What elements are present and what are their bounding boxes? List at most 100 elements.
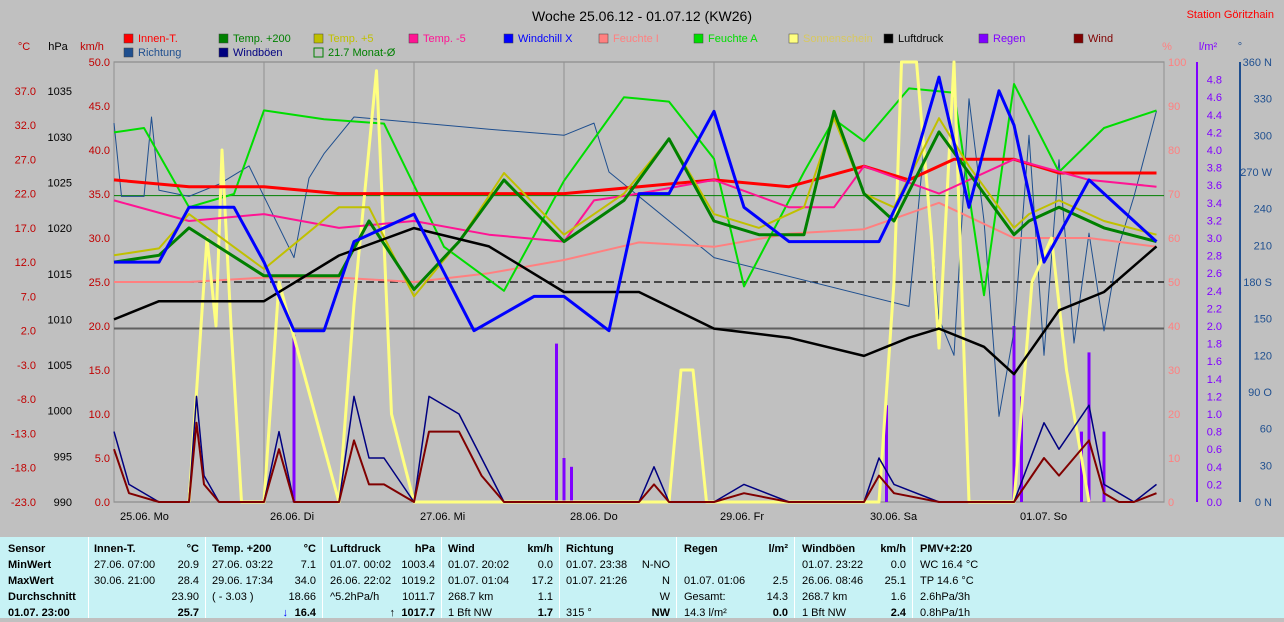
legend-label: Innen-T.: [138, 33, 178, 45]
stats-value: 1.1: [537, 591, 553, 603]
legend-label: 21.7 Monat-Ø: [328, 47, 396, 59]
stats-row-label: Durchschnitt: [8, 591, 76, 603]
legend-label: Sonnenschein: [803, 33, 873, 45]
axis-header: hPa: [48, 41, 68, 53]
x-tick-label: 30.06. Sa: [870, 511, 918, 523]
stats-col-unit: l/m²: [768, 543, 788, 555]
rain-bar: [570, 466, 573, 502]
axis-tick-label: 20: [1168, 409, 1180, 421]
axis-tick-label: 2.4: [1207, 286, 1222, 298]
legend-label: Windchill X: [518, 33, 573, 45]
x-tick-label: 28.06. Do: [570, 511, 618, 523]
axis-tick-label: 32.0: [15, 120, 36, 132]
axis-tick-label: 1.4: [1207, 374, 1222, 386]
legend-swatch: [218, 47, 229, 58]
series-line-windchill-x: [114, 75, 1158, 333]
rain-bar: [1020, 396, 1023, 502]
station-label: Station Göritzhain: [1187, 9, 1274, 21]
stats-value: 1003.4: [401, 559, 435, 571]
axis-tick-label: -18.0: [11, 463, 36, 475]
stats-time: ^5.2hPa/h: [330, 591, 380, 603]
x-tick-label: 01.07. So: [1020, 511, 1067, 523]
axis-tick-label: 60: [1260, 424, 1272, 436]
x-tick-label: 27.06. Mi: [420, 511, 465, 523]
axis-tick-label: 0.8: [1207, 427, 1222, 439]
axis-tick-label: 995: [54, 451, 72, 463]
stats-time: 01.07. 01:04: [448, 575, 510, 587]
axis-tick-label: -13.0: [11, 428, 36, 440]
axis-tick-label: 1010: [48, 314, 72, 326]
axis-tick-label: 5.0: [95, 453, 110, 465]
legend-swatch: [978, 33, 989, 44]
stats-time: ( - 3.03 ): [212, 591, 254, 603]
stats-value: N-NO: [641, 559, 670, 571]
stats-row-label: MinWert: [8, 559, 52, 571]
stats-value: 20.9: [177, 559, 199, 571]
stats-sensor: Sensor MinWert MaxWert Durchschnitt 01.0…: [0, 537, 89, 619]
stats-value: 14.3: [766, 591, 788, 603]
axis-header: km/h: [80, 41, 104, 53]
stats-pmv-value: 0.8hPa/1h: [920, 607, 971, 619]
x-tick-label: 29.06. Fr: [720, 511, 764, 523]
series-line-feuchte-i: [114, 201, 1157, 283]
legend-swatch: [408, 33, 419, 44]
rain-bar: [1102, 431, 1106, 502]
stats-value: NW: [651, 607, 670, 619]
axis-tick-label: 1.2: [1207, 391, 1222, 403]
stats-value: 17.2: [531, 575, 553, 587]
stats-temp: Temp. +200 °C 27.06. 03:22 7.1 29.06. 17:3…: [206, 537, 323, 619]
axis-tick-label: 1025: [48, 177, 72, 189]
legend-swatch: [218, 33, 229, 44]
axis-tick-label: 3.8: [1207, 163, 1222, 175]
axis-tick-label: 22.0: [15, 189, 36, 201]
axis-tick-label: 0.0: [95, 497, 110, 509]
stats-wind: Wind km/h 01.07. 20:02 0.0 01.07. 01:04 17.…: [442, 537, 560, 619]
stats-sensor-title: Sensor: [8, 543, 46, 555]
stats-value: 0.0: [890, 559, 906, 571]
axis-tick-label: 2.2: [1207, 303, 1222, 315]
axis-tick-label: 17.0: [15, 223, 36, 235]
rain-bar: [1087, 352, 1091, 502]
stats-time: Gesamt:: [684, 591, 726, 603]
axis-tick-label: 7.0: [21, 291, 36, 303]
axis-tick-label: 4.6: [1207, 92, 1222, 104]
axis-header: %: [1162, 41, 1172, 53]
axis-tick-label: -23.0: [11, 497, 36, 509]
legend-swatch: [313, 47, 324, 58]
stats-col-title: Windböen: [802, 543, 856, 555]
axis-tick-label: 30.0: [89, 233, 110, 245]
stats-value: 1.7: [537, 607, 553, 619]
axis-tick-label: 35.0: [89, 189, 110, 201]
series-line-wind: [113, 421, 1157, 503]
axis-tick-label: 20.0: [89, 321, 110, 333]
stats-time: 01.07. 21:26: [566, 575, 628, 587]
axis-tick-label: 4.2: [1207, 127, 1222, 139]
axis-tick-label: 0.2: [1207, 479, 1222, 491]
axis-tick-label: -8.0: [17, 394, 36, 406]
weather-chart: Woche 25.06.12 - 01.07.12 (KW26) Station…: [11, 8, 1274, 523]
axis-tick-label: 4.0: [1207, 145, 1222, 157]
axis-tick-label: 0 N: [1255, 497, 1272, 509]
stats-value: 2.4: [890, 607, 906, 619]
stats-value: 7.1: [300, 559, 316, 571]
stats-time: 14.3 l/m²: [684, 607, 727, 619]
stats-col-title: Luftdruck: [330, 543, 381, 555]
axis-tick-label: 1030: [48, 132, 72, 144]
legend-label: Luftdruck: [898, 33, 944, 45]
axis-tick-label: 210: [1254, 240, 1272, 252]
axis-tick-label: 50: [1168, 277, 1180, 289]
axis-tick-label: 27.0: [15, 154, 36, 166]
axis-tick-label: 0.6: [1207, 444, 1222, 456]
axis-tick-label: 25.0: [89, 277, 110, 289]
legend-swatch: [503, 33, 514, 44]
axis-tick-label: 45.0: [89, 101, 110, 113]
axes: 37.0 32.0 27.0 22.0 17.0 12.0 7.0 2.0 -3.0 -8.0 -1…: [11, 57, 1273, 509]
axis-tick-label: 2.0: [21, 326, 36, 338]
stats-col-title: Temp. +200: [212, 543, 272, 555]
stats-time: 1 Bft NW: [448, 607, 493, 619]
stats-time: 315 °: [566, 607, 592, 619]
axis-tick-label: 90: [1168, 101, 1180, 113]
axis-tick-label: 3.6: [1207, 180, 1222, 192]
stats-time: 268.7 km: [802, 591, 848, 603]
stats-richtung: Richtung 01.07. 23:38 N-NO 01.07. 21:26 N …: [560, 537, 677, 619]
